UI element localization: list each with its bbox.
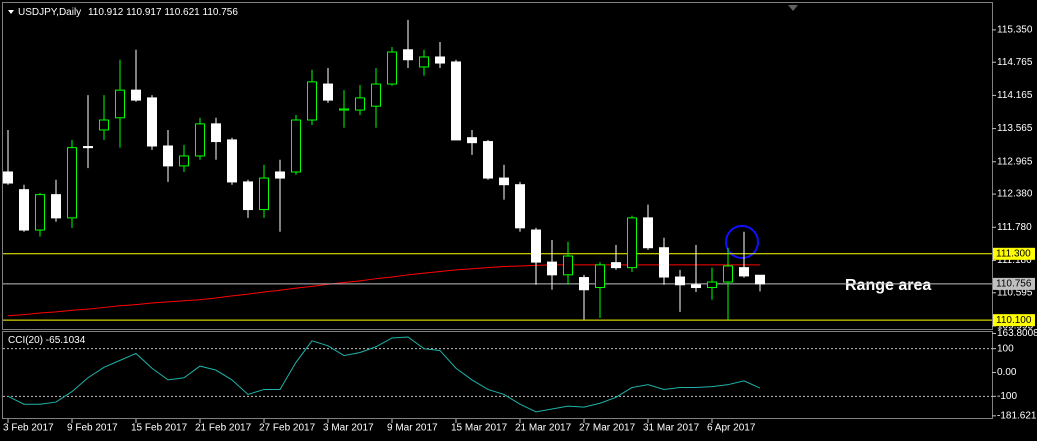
y-tick-label: 111.780 [997, 222, 1032, 233]
candle-body [355, 97, 365, 111]
low-value: 110.621 [164, 7, 200, 18]
candle-body [659, 247, 669, 278]
candle-body [147, 97, 157, 147]
main-panel-frame [2, 2, 993, 330]
y-tick-label: 112.965 [997, 156, 1033, 167]
candle-body [243, 181, 253, 211]
x-tick-label: 3 Mar 2017 [323, 423, 374, 434]
sub-panel-frame [2, 331, 993, 419]
candle-body [387, 51, 397, 85]
level-label-box [993, 314, 1035, 327]
candle-body [451, 61, 461, 141]
indicator-line [7, 336, 761, 413]
candle-body [51, 194, 61, 219]
candle-body [419, 56, 429, 68]
candle-body [371, 83, 381, 107]
candle-body [675, 276, 685, 286]
candle-body [323, 83, 333, 101]
candle-body [467, 137, 477, 144]
close-value: 110.756 [203, 7, 239, 18]
candle-body [499, 177, 509, 186]
level-label-box [993, 277, 1035, 290]
indicator-value: -65.1034 [46, 335, 86, 346]
highlight-circle [725, 225, 759, 259]
level-label-box [993, 247, 1035, 260]
y-tick-label: 110.595 [997, 287, 1033, 298]
candle-body [339, 108, 349, 111]
y-tick-label: 112.380 [997, 189, 1033, 200]
level-label: 111.300 [996, 248, 1031, 259]
candle-body [227, 139, 237, 183]
y-tick-label: 113.565 [997, 123, 1033, 134]
candle-body [67, 147, 77, 219]
y-tick-label: 111.180 [997, 255, 1032, 266]
candle-body [19, 189, 29, 231]
candle-body [179, 155, 189, 167]
menu-arrow[interactable] [8, 10, 14, 14]
level-label: 110.756 [996, 279, 1032, 290]
x-tick-label: 9 Mar 2017 [387, 423, 438, 434]
candle-body [563, 255, 573, 276]
candle-body [291, 119, 301, 173]
level-label: 110.100 [996, 315, 1032, 326]
x-tick-label: 9 Feb 2017 [67, 423, 118, 434]
candle-body [3, 171, 13, 184]
y-tick-label: -181.6217 [997, 410, 1037, 421]
x-tick-label: 27 Feb 2017 [259, 423, 316, 434]
candle-body [707, 281, 717, 289]
x-tick-label: 27 Mar 2017 [579, 423, 636, 434]
candle-body [211, 123, 221, 143]
candle-body [275, 171, 285, 179]
y-tick-label: 115.350 [997, 25, 1033, 36]
x-tick-label: 15 Feb 2017 [131, 423, 188, 434]
y-tick-label: -100 [997, 391, 1017, 402]
candle-body [115, 89, 125, 119]
candle-body [739, 267, 749, 277]
open-value: 110.912 [88, 7, 124, 18]
candle-body [515, 184, 525, 229]
x-tick-label: 15 Mar 2017 [451, 423, 508, 434]
candle-body [579, 277, 589, 291]
symbol: USDJPY,Daily [18, 7, 81, 18]
y-tick-label: 100 [997, 343, 1014, 354]
chart-header: USDJPY,Daily 110.912 110.917 110.621 110… [18, 7, 238, 18]
candle-body [691, 284, 701, 289]
candle-body [83, 146, 93, 149]
y-tick-label: 163.8008 [997, 328, 1037, 339]
candle-body [643, 217, 653, 249]
candle-body [195, 123, 205, 157]
candle-body [435, 56, 445, 64]
candle-body [403, 49, 413, 61]
y-tick-label: 114.165 [997, 90, 1033, 101]
x-tick-label: 31 Mar 2017 [643, 423, 700, 434]
candle-body [259, 177, 269, 211]
candle-body [627, 217, 637, 269]
candle-body [611, 262, 621, 269]
x-tick-label: 21 Feb 2017 [195, 423, 252, 434]
x-tick-label: 6 Apr 2017 [707, 423, 756, 434]
high-value: 110.917 [126, 7, 162, 18]
y-tick-label: 0.00 [997, 367, 1017, 378]
candle-body [483, 141, 493, 179]
candle-body [531, 229, 541, 263]
x-tick-label: 21 Mar 2017 [515, 423, 572, 434]
indicator-name: CCI(20) [8, 335, 43, 346]
candle-body [755, 274, 765, 285]
shift-marker [788, 5, 798, 11]
candle-body [307, 81, 317, 121]
candle-body [131, 89, 141, 101]
candle-body [723, 265, 733, 283]
candle-body [163, 145, 173, 167]
candle-body [547, 261, 557, 276]
y-tick-label: 114.765 [997, 57, 1033, 68]
candle-body [99, 119, 109, 131]
indicator-header: CCI(20) -65.1034 [8, 335, 86, 346]
x-tick-label: 3 Feb 2017 [3, 423, 54, 434]
candle-body [35, 194, 45, 231]
candle-body [595, 264, 605, 289]
annotation: Range area [845, 277, 931, 294]
